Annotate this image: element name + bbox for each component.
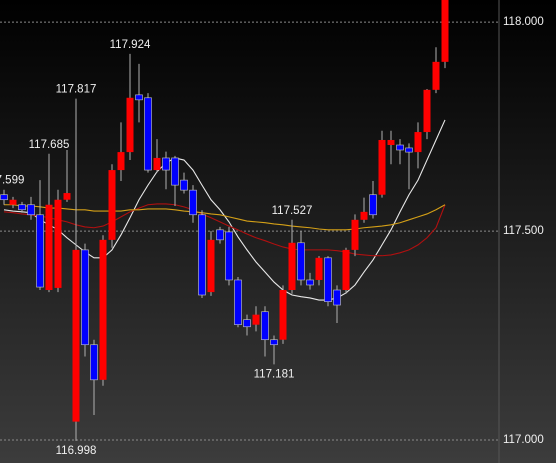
candle-body	[135, 94, 143, 101]
candle-body	[216, 229, 224, 241]
candle-body	[387, 139, 395, 146]
price-annotation: 117.527	[272, 205, 313, 217]
moving-average	[3, 203, 446, 257]
price-annotation: 117.181	[254, 368, 295, 380]
candle-body	[243, 319, 251, 328]
candle-body	[180, 179, 188, 191]
candle-body	[36, 214, 44, 288]
candle-body	[315, 257, 323, 280]
y-tick-label: 117.000	[503, 434, 544, 446]
candle-body	[117, 152, 125, 171]
price-annotation: 117.599	[0, 175, 24, 187]
candle-body	[90, 344, 98, 381]
candle-body	[162, 157, 170, 171]
candle-body	[234, 279, 242, 325]
price-annotation: 116.998	[56, 445, 97, 457]
y-tick-label: 118.000	[503, 16, 544, 28]
price-annotation: 117.924	[110, 39, 151, 51]
candle-body	[306, 279, 314, 286]
candle-body	[189, 189, 197, 216]
candle-body	[108, 170, 116, 240]
candle-body	[396, 144, 404, 151]
candle-body	[252, 314, 260, 325]
candle-body	[432, 61, 440, 90]
candle-body	[378, 139, 386, 195]
candle-body	[144, 97, 152, 171]
candle-body	[441, 0, 449, 62]
candle-body	[9, 199, 17, 205]
candle-body	[351, 219, 359, 250]
candle-body	[72, 249, 80, 422]
price-annotation: 117.685	[29, 139, 70, 151]
candle-body	[423, 89, 431, 133]
candle-body	[198, 214, 206, 296]
candle-body	[270, 339, 278, 346]
price-annotation: 117.817	[56, 84, 97, 96]
moving-average	[4, 204, 446, 231]
candle-body	[324, 257, 332, 303]
candle-body	[18, 204, 26, 211]
candle-body	[27, 204, 35, 216]
candle-body	[297, 242, 305, 281]
candle-body	[54, 199, 62, 288]
y-tick-label: 117.500	[503, 225, 544, 237]
candle-body	[207, 239, 215, 293]
candle-body	[405, 147, 413, 153]
candle-body	[81, 249, 89, 346]
candle-body	[0, 194, 8, 201]
candle-body	[45, 204, 53, 291]
candle-body	[153, 157, 161, 171]
candle-body	[261, 311, 269, 341]
candle-body	[342, 249, 350, 291]
candle-body	[279, 290, 287, 340]
candle-body	[414, 132, 422, 153]
candle-body	[126, 97, 134, 153]
candle-body	[369, 194, 377, 216]
candle-body	[225, 231, 233, 281]
candle-body	[99, 239, 107, 380]
candle-body	[360, 211, 368, 220]
candle-body	[63, 193, 71, 200]
candle-body	[171, 157, 179, 186]
candle-body	[333, 289, 341, 306]
candle-body	[288, 242, 296, 291]
